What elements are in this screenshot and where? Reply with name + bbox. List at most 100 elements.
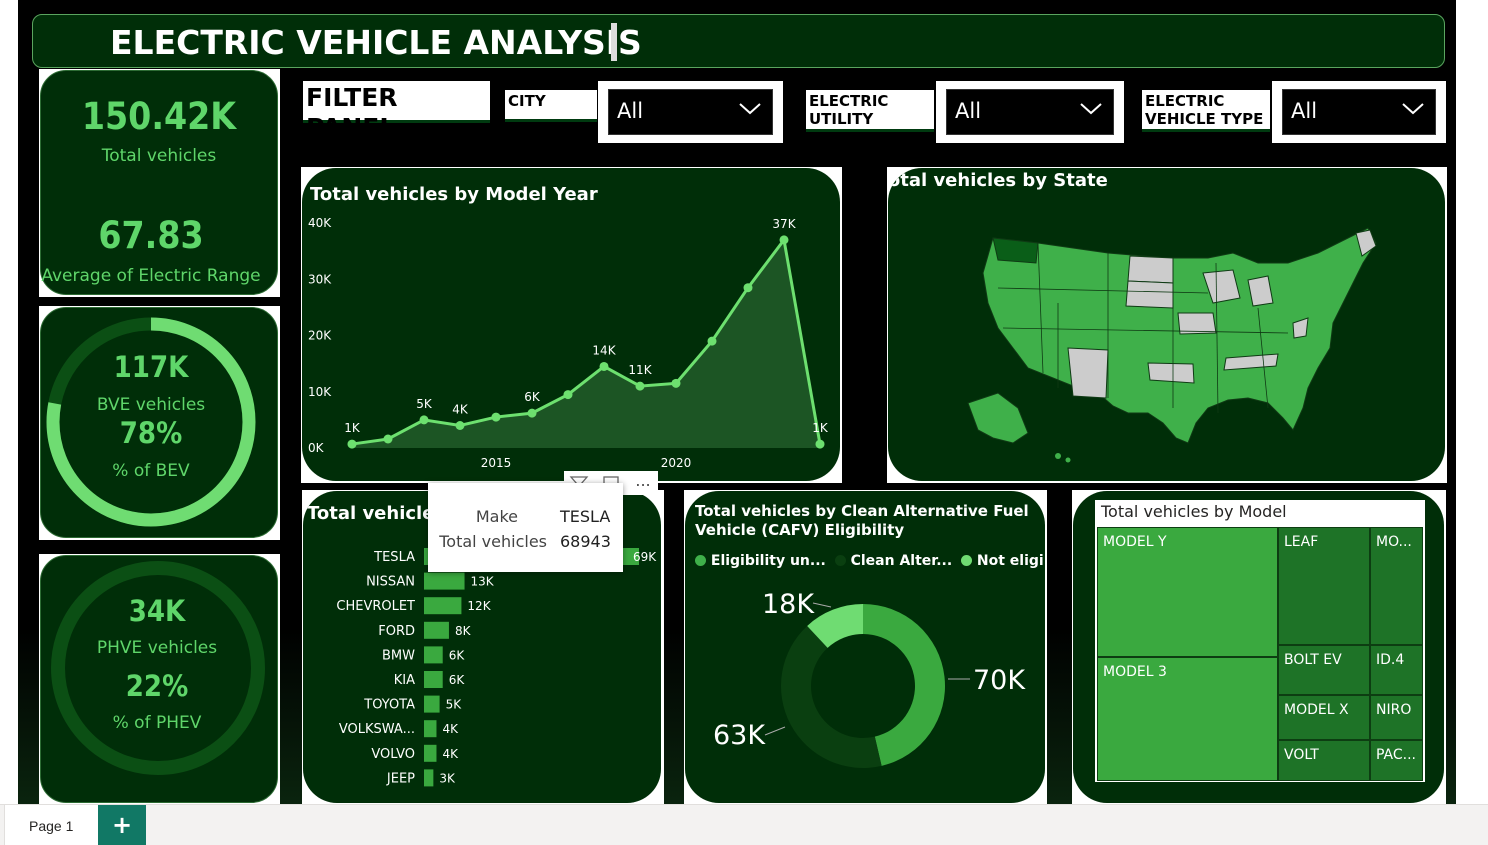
make-bar — [424, 695, 440, 713]
title-cursor — [611, 23, 617, 61]
tree-cell-pac[interactable]: PAC... — [1370, 740, 1423, 781]
treemap-box: Total vehicles by Model MODEL Y MODEL 3 … — [1095, 500, 1425, 782]
tree-cell-model-y[interactable]: MODEL Y — [1097, 527, 1278, 657]
map-new-mexico — [1067, 347, 1109, 399]
avg-range-label: Average of Electric Range — [41, 266, 261, 286]
tree-cell-model-x[interactable]: MODEL X — [1278, 695, 1370, 740]
tree-cell-mo[interactable]: MO... — [1370, 527, 1423, 645]
utility-dropdown[interactable]: All — [936, 81, 1124, 143]
phev-label: PHVE vehicles — [96, 638, 218, 658]
bar-value-label: 5K — [446, 698, 463, 712]
chevron-down-icon — [1080, 103, 1102, 115]
data-label: 11K — [628, 363, 652, 377]
data-point — [347, 439, 357, 449]
total-vehicles-label: Total vehicles — [101, 146, 217, 166]
tree-cell-niro[interactable]: NIRO — [1370, 695, 1423, 740]
cafv-legend: Eligibility un... Clean Alter... Not eli… — [695, 553, 1045, 573]
kpi-bev-card[interactable]: 117K BVE vehicles 78% % of BEV — [40, 307, 278, 538]
type-label-line1: ELECTRIC — [1145, 92, 1225, 110]
page-tabs-bar: Page 1 + — [0, 804, 1488, 845]
map-washington — [992, 237, 1039, 264]
tooltip-make-value: TESLA — [560, 507, 611, 526]
category-label: BMW — [382, 648, 415, 663]
data-point — [815, 439, 825, 449]
data-label: 1K — [344, 421, 361, 435]
model-tree-panel[interactable]: Total vehicles by Model MODEL Y MODEL 3 … — [1073, 491, 1444, 803]
make-bar — [424, 597, 462, 615]
state-map-panel[interactable]: Total vehicles by State — [888, 168, 1445, 481]
us-map[interactable] — [958, 208, 1418, 468]
map-alaska — [967, 392, 1029, 444]
model-tree-title: Total vehicles by Model — [1101, 502, 1287, 521]
data-label: 1K — [812, 421, 829, 435]
legend-eligible: Eligibility un... — [710, 553, 826, 569]
legend-dot-not-eligible — [961, 555, 973, 566]
add-page-button[interactable]: + — [98, 805, 146, 845]
type-label-line2: VEHICLE TYPE — [1145, 110, 1264, 128]
utility-dropdown-value: All — [955, 99, 982, 123]
category-label: CHEVROLET — [336, 599, 415, 614]
bev-ring-fill — [46, 317, 256, 527]
make-bar — [424, 769, 434, 787]
category-label: TESLA — [373, 550, 415, 565]
tree-cell-leaf[interactable]: LEAF — [1278, 527, 1370, 645]
map-south-dakota — [1125, 280, 1174, 309]
make-bar — [424, 621, 449, 639]
utility-label-line2: UTILITY — [809, 110, 874, 128]
type-dropdown-value: All — [1291, 99, 1318, 123]
map-tennessee — [1223, 353, 1279, 371]
type-filter-label: ELECTRIC VEHICLE TYPE — [1142, 90, 1270, 132]
cafv-panel[interactable]: Total vehicles by Clean Alternative Fuel… — [685, 491, 1045, 803]
legend-dot-eligible — [695, 555, 706, 566]
tree-cell-bolt-ev[interactable]: BOLT EV — [1278, 645, 1370, 695]
data-point — [707, 336, 717, 346]
bar-value-label: 13K — [471, 575, 495, 589]
avg-range-value: 67.83 — [98, 214, 204, 257]
state-map-title: Total vehicles by State — [888, 170, 1108, 191]
data-point — [383, 434, 393, 444]
tree-cell-model-3[interactable]: MODEL 3 — [1097, 657, 1278, 781]
data-point — [419, 415, 429, 425]
bev-count: 117K — [113, 350, 189, 384]
tree-cell-id4[interactable]: ID.4 — [1370, 645, 1423, 695]
map-iowa — [1177, 312, 1217, 335]
y-tick-label: 30K — [308, 272, 332, 286]
x-tick-label: 2020 — [661, 456, 692, 470]
make-bar — [424, 671, 443, 688]
map-maine — [1355, 229, 1377, 257]
bar-value-label: 69K — [633, 550, 657, 564]
category-label: FORD — [378, 624, 415, 639]
donut-slice — [863, 604, 945, 766]
bev-pct: 78% — [119, 416, 183, 450]
legend-not-eligible: Not eligi... — [976, 553, 1045, 569]
map-west-virginia — [1292, 317, 1309, 339]
tree-cell-volt[interactable]: VOLT — [1278, 740, 1370, 781]
more-options-icon[interactable]: ... — [635, 471, 651, 490]
x-tick-label: 2015 — [481, 456, 512, 470]
series-line — [351, 236, 822, 446]
cafv-donut: 18K 70K 63K — [713, 589, 1026, 768]
data-point — [491, 412, 501, 422]
bar-value-label: 4K — [442, 747, 459, 761]
data-point — [599, 361, 609, 371]
city-dropdown[interactable]: All — [598, 81, 783, 143]
legend-dot-clean — [834, 555, 846, 566]
map-oklahoma — [1147, 362, 1195, 384]
y-tick-label: 20K — [308, 329, 332, 343]
bar-value-label: 3K — [439, 771, 456, 785]
model-year-chart: 40K 30K 20K 10K 0K 2015 2020 1K 5K 4K 6K 14K 11K 37K 1… — [308, 216, 829, 470]
data-label: 5K — [416, 397, 433, 411]
donut-label: 18K — [762, 589, 815, 620]
report-canvas: ELECTRIC VEHICLE ANALYSIS 150.42K Total … — [18, 0, 1456, 804]
kpi-total-card[interactable]: 150.42K Total vehicles 67.83 Average of … — [40, 70, 278, 295]
model-year-panel[interactable]: Total vehicles by Model Year 40K 30K 20K 10… — [302, 168, 840, 481]
category-label: VOLVO — [371, 747, 415, 762]
phev-pct: 22% — [125, 669, 189, 703]
page-tab-1[interactable]: Page 1 — [4, 805, 100, 845]
vehicle-type-dropdown[interactable]: All — [1272, 81, 1446, 143]
kpi-phev-card[interactable]: 34K PHVE vehicles 22% % of PHEV — [40, 555, 278, 803]
state-map-title-text: Total vehicles by State — [888, 170, 1108, 191]
bev-label: BVE vehicles — [96, 395, 206, 415]
donut-label: 63K — [713, 720, 766, 751]
tooltip-total-value: 68943 — [560, 532, 611, 551]
